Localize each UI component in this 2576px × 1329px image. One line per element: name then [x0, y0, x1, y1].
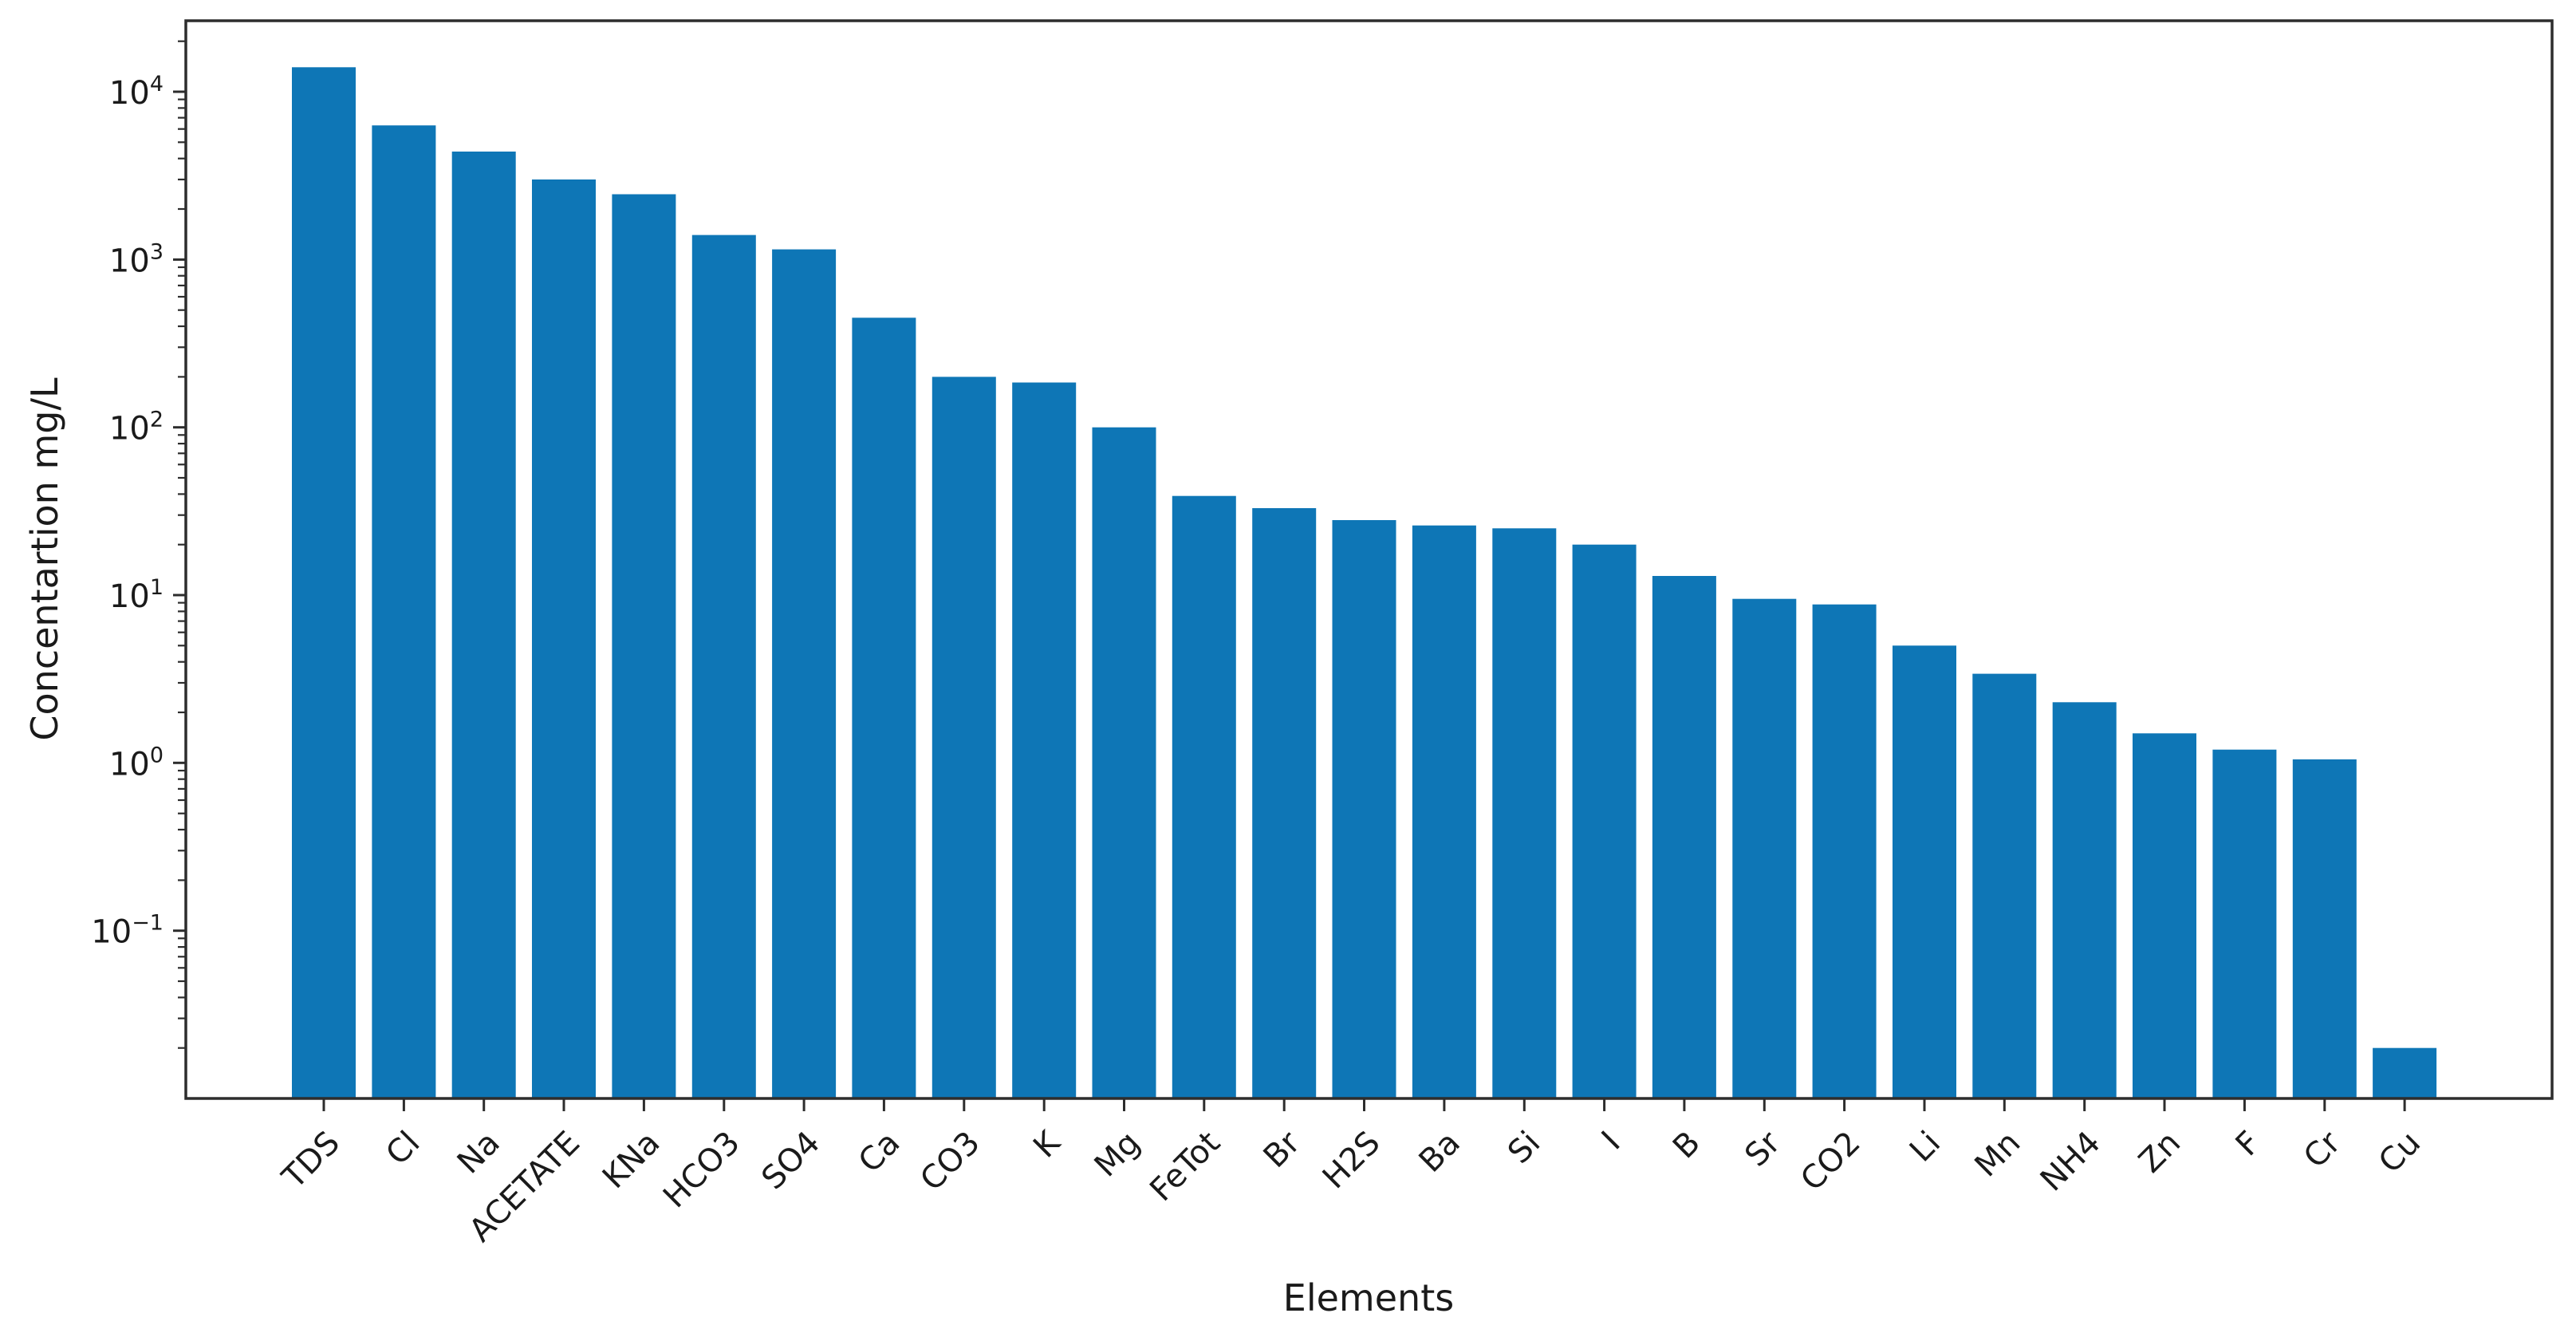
x-tick-label-I: I	[1595, 1125, 1628, 1157]
x-tick-label-NH4: NH4	[2034, 1125, 2108, 1199]
bar-I	[1572, 544, 1637, 1098]
bar-Ca	[852, 317, 916, 1098]
y-tick-label: 104	[109, 72, 163, 112]
plot-box	[184, 19, 2554, 1100]
x-tick-label-Cl: Cl	[379, 1125, 427, 1173]
bar-TDS	[292, 67, 356, 1098]
bar-KNa	[612, 194, 676, 1098]
x-tick-label-Ba: Ba	[1412, 1125, 1467, 1180]
x-tick-label-KNa: KNa	[596, 1125, 668, 1197]
x-tick-label-F: F	[2229, 1125, 2268, 1164]
bar-SO4	[772, 249, 837, 1099]
x-tick-label-SO4: SO4	[754, 1125, 827, 1197]
bar-F	[2212, 749, 2277, 1098]
x-tick-label-Cu: Cu	[2372, 1125, 2428, 1181]
x-tick-label-Si: Si	[1501, 1125, 1547, 1171]
bar-H2S	[1332, 520, 1396, 1098]
x-tick-label-Ca: Ca	[852, 1125, 908, 1181]
bar-Si	[1492, 528, 1557, 1098]
y-tick-label: 103	[109, 239, 163, 279]
bar-Cl	[372, 125, 436, 1099]
x-tick-label-K: K	[1026, 1123, 1068, 1165]
bar-B	[1652, 576, 1716, 1098]
bar-K	[1012, 382, 1077, 1098]
bar-Li	[1893, 645, 1956, 1098]
bar-ACETATE	[532, 179, 596, 1098]
y-tick-label: 102	[109, 408, 163, 448]
bar-CO3	[932, 377, 996, 1098]
x-tick-label-CO2: CO2	[1794, 1125, 1868, 1199]
y-tick-label: 101	[109, 575, 163, 615]
bar-HCO3	[691, 235, 756, 1099]
x-tick-label-TDS: TDS	[275, 1125, 347, 1197]
bar-Ba	[1412, 525, 1476, 1098]
bar-Sr	[1732, 598, 1797, 1098]
x-tick-label-H2S: H2S	[1316, 1125, 1388, 1197]
bar-Br	[1252, 508, 1317, 1098]
y-tick-label: 100	[109, 743, 163, 783]
x-tick-label-Mg: Mg	[1088, 1125, 1148, 1185]
bar-CO2	[1812, 604, 1877, 1098]
x-tick-label-Mn: Mn	[1968, 1125, 2028, 1185]
bar-Cu	[2373, 1047, 2437, 1098]
x-tick-label-Li: Li	[1903, 1125, 1948, 1169]
bar-Zn	[2133, 733, 2196, 1098]
bar-Mn	[1972, 673, 2037, 1098]
x-tick-label-B: B	[1666, 1125, 1707, 1166]
bar-Cr	[2292, 759, 2357, 1098]
bar-Na	[451, 152, 516, 1098]
x-tick-label-Na: Na	[451, 1125, 507, 1181]
bar-NH4	[2052, 702, 2117, 1098]
x-tick-label-Sr: Sr	[1738, 1124, 1788, 1174]
x-tick-label-Cr: Cr	[2297, 1124, 2348, 1175]
x-tick-label-CO3: CO3	[913, 1125, 987, 1199]
bar-FeTot	[1172, 495, 1236, 1098]
x-tick-label-Zn: Zn	[2132, 1125, 2188, 1181]
y-tick-label: 10−1	[91, 911, 163, 951]
bar-Mg	[1092, 427, 1156, 1098]
x-tick-label-Br: Br	[1257, 1124, 1308, 1175]
x-axis-label: Elements	[1282, 1276, 1455, 1319]
x-tick-label-FeTot: FeTot	[1143, 1125, 1227, 1209]
x-tick-label-HCO3: HCO3	[656, 1125, 747, 1216]
y-axis-label: Concentartion mg/L	[23, 377, 66, 741]
